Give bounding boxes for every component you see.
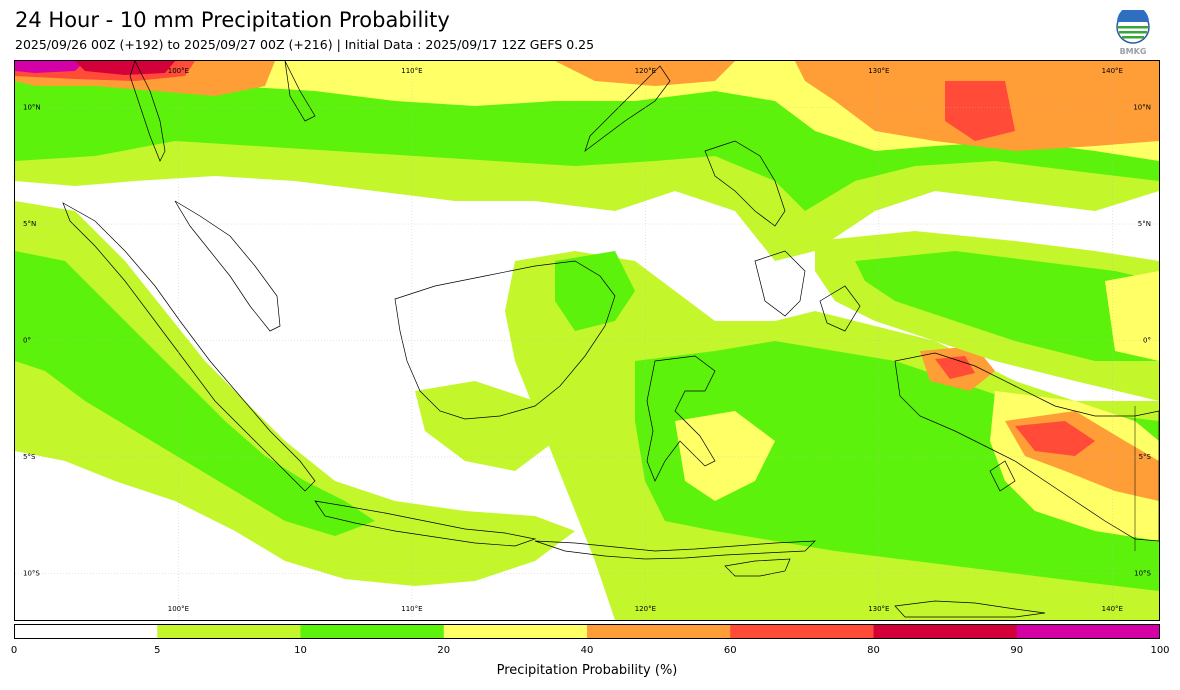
probability-region-24: [415, 381, 555, 471]
left-lat-label: 0°: [23, 337, 31, 345]
bottom-lon-label: 120°E: [635, 605, 656, 613]
colorbar-segment-7: [1016, 624, 1161, 639]
probability-region-9: [75, 61, 175, 75]
probability-region-14: [675, 411, 775, 501]
colorbar-label: Precipitation Probability (%): [496, 663, 678, 678]
colorbar: [14, 624, 1161, 639]
colorbar-tick-label: 60: [723, 645, 737, 656]
probability-region-17: [1015, 421, 1095, 456]
colorbar-tick-label: 80: [867, 645, 880, 656]
probability-region-10: [15, 201, 575, 586]
colorbar-segment-3: [443, 624, 588, 639]
top-lon-label: 110°E: [401, 67, 422, 75]
right-lat-label: 5°N: [1138, 220, 1151, 228]
colorbar-border: [14, 624, 1160, 639]
coordinate-labels: 100°E 100°E 110°E 110°E 120°E 120°E 130°E 130°E…: [23, 67, 1152, 613]
bottom-lon-label: 140°E: [1102, 605, 1123, 613]
colorbar-segment-6: [873, 624, 1018, 639]
probability-field: [15, 61, 1159, 620]
colorbar-segment-1: [157, 624, 301, 639]
probability-region-11: [15, 251, 375, 536]
colorbar-tick-label: 20: [437, 645, 451, 656]
right-lat-label: 5°S: [1139, 453, 1152, 461]
top-lon-label: 130°E: [868, 67, 889, 75]
bottom-lon-label: 110°E: [401, 605, 422, 613]
right-lat-label: 10°S: [1134, 569, 1151, 577]
colorbar-tick-label: 10: [294, 645, 307, 656]
coastlines: [62, 61, 1159, 618]
probability-region-19: [935, 356, 975, 379]
probability-region-21: [855, 251, 1159, 361]
svg-text:BMKG: BMKG: [1120, 47, 1147, 56]
colorbar-tick-label: 5: [154, 645, 161, 656]
right-lat-label: 10°N: [1133, 104, 1151, 112]
probability-region-22: [1105, 271, 1159, 361]
right-lat-label: 0°: [1143, 337, 1151, 345]
colorbar-segment-0: [14, 624, 158, 639]
bmkg-logo: BMKG: [1112, 6, 1154, 56]
top-lon-label: 100°E: [168, 67, 189, 75]
colorbar-tick-label: 0: [10, 645, 18, 656]
colorbar-tick-label: 40: [580, 645, 594, 656]
top-lon-label: 120°E: [635, 67, 656, 75]
colorbar-tick-label: 100: [1150, 645, 1170, 656]
bottom-lon-label: 100°E: [168, 605, 189, 613]
chart-subtitle: 2025/09/26 00Z (+192) to 2025/09/27 00Z …: [15, 37, 595, 52]
colorbar-segment-4: [587, 624, 731, 639]
probability-region-23: [555, 251, 635, 331]
colorbar-segment-2: [300, 624, 445, 639]
precipitation-map: 100°E 100°E 110°E 110°E 120°E 120°E 130°E 130°E…: [14, 60, 1160, 621]
probability-region-5: [945, 81, 1015, 141]
chart-title: 24 Hour - 10 mm Precipitation Probabilit…: [15, 8, 450, 32]
graticule: [15, 61, 1159, 620]
top-lon-label: 140°E: [1102, 67, 1123, 75]
probability-region-3: [555, 61, 735, 86]
bottom-lon-label: 130°E: [868, 605, 889, 613]
left-lat-label: 5°N: [23, 220, 36, 228]
left-lat-label: 10°S: [23, 569, 40, 577]
left-lat-label: 5°S: [23, 453, 36, 461]
colorbar-tick-label: 90: [1010, 645, 1024, 656]
left-lat-label: 10°N: [23, 104, 41, 112]
colorbar-segment-5: [730, 624, 874, 639]
probability-region-8: [15, 61, 85, 73]
